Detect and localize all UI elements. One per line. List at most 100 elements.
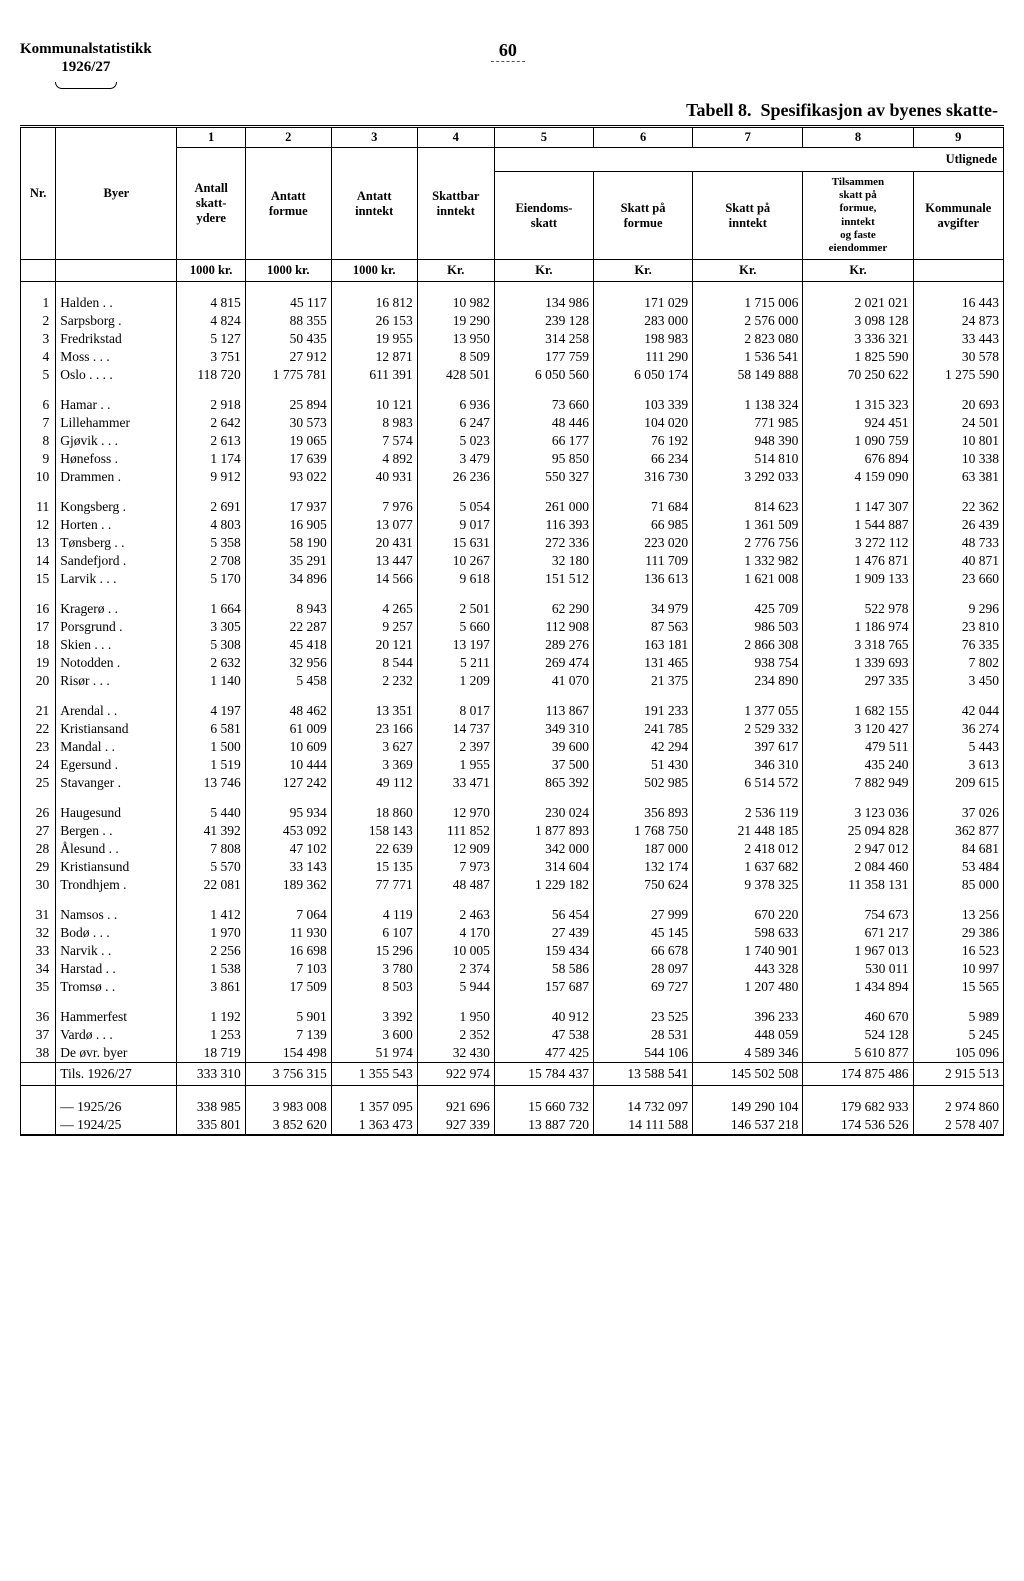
cell-value: 7 139 xyxy=(245,1026,331,1044)
cell-value: 4 197 xyxy=(177,702,245,720)
cell-value: 13 447 xyxy=(331,552,417,570)
cell-value: 131 465 xyxy=(594,654,693,672)
cell-value: 1 207 480 xyxy=(693,978,803,996)
cell-value: 13 588 541 xyxy=(594,1063,693,1086)
cell-value: 18 719 xyxy=(177,1044,245,1063)
coln-8: 8 xyxy=(803,127,913,148)
cell-value: 7 574 xyxy=(331,432,417,450)
cell-nr: 15 xyxy=(21,570,56,588)
cell-value: 48 487 xyxy=(417,876,494,894)
cell-value: 502 985 xyxy=(594,774,693,792)
cell-value: 5 211 xyxy=(417,654,494,672)
cell-value: 27 439 xyxy=(494,924,593,942)
cell-value: 158 143 xyxy=(331,822,417,840)
cell-value: 2 776 756 xyxy=(693,534,803,552)
cell-value: 95 934 xyxy=(245,804,331,822)
cell-value: 76 335 xyxy=(913,636,1003,654)
cell-value: 3 983 008 xyxy=(245,1098,331,1116)
table-row: 19Notodden .2 63232 9568 5445 211269 474… xyxy=(21,654,1004,672)
cell-value: 2 576 000 xyxy=(693,312,803,330)
cell-value: 104 020 xyxy=(594,414,693,432)
cell-value: 4 824 xyxy=(177,312,245,330)
table-row: 2Sarpsborg .4 82488 35526 15319 290239 1… xyxy=(21,312,1004,330)
cell-value: 10 982 xyxy=(417,294,494,312)
cell-value: 13 950 xyxy=(417,330,494,348)
cell-nr: 30 xyxy=(21,876,56,894)
cell-value: 3 780 xyxy=(331,960,417,978)
cell-value: 1 950 xyxy=(417,1008,494,1026)
table-row: 35Tromsø . .3 86117 5098 5035 944157 687… xyxy=(21,978,1004,996)
cell-value: 2 866 308 xyxy=(693,636,803,654)
cell-value: 2 232 xyxy=(331,672,417,690)
cell-nr: 36 xyxy=(21,1008,56,1026)
cell-value: 50 435 xyxy=(245,330,331,348)
cell-city: Skien . . . xyxy=(56,636,177,654)
cell-nr: 11 xyxy=(21,498,56,516)
cell-value: 4 170 xyxy=(417,924,494,942)
cell-value: 272 336 xyxy=(494,534,593,552)
col-nr: Nr. xyxy=(21,127,56,260)
coln-9: 9 xyxy=(913,127,1003,148)
cell-city: Oslo . . . . xyxy=(56,366,177,384)
cell-value: 105 096 xyxy=(913,1044,1003,1063)
cell-city: Horten . . xyxy=(56,516,177,534)
cell-value: 7 802 xyxy=(913,654,1003,672)
cell-city: Namsos . . xyxy=(56,906,177,924)
cell-value: 171 029 xyxy=(594,294,693,312)
cell-value: 45 117 xyxy=(245,294,331,312)
cell-value: 22 081 xyxy=(177,876,245,894)
cell-nr: 5 xyxy=(21,366,56,384)
cell-value: 5 989 xyxy=(913,1008,1003,1026)
cell-nr: 1 xyxy=(21,294,56,312)
cell-value: 49 112 xyxy=(331,774,417,792)
cell-value: 3 098 128 xyxy=(803,312,913,330)
cell-value: 611 391 xyxy=(331,366,417,384)
cell-value: 435 240 xyxy=(803,756,913,774)
cell-value: 8 017 xyxy=(417,702,494,720)
cell-value: 1 339 693 xyxy=(803,654,913,672)
cell-nr: 21 xyxy=(21,702,56,720)
cell-value: 23 166 xyxy=(331,720,417,738)
cell-value: 9 378 325 xyxy=(693,876,803,894)
cell-value: 41 392 xyxy=(177,822,245,840)
cell-value: 4 815 xyxy=(177,294,245,312)
cell-value: 2 974 860 xyxy=(913,1098,1003,1116)
cell-value: 2 529 332 xyxy=(693,720,803,738)
cell-value: 1 682 155 xyxy=(803,702,913,720)
cell-value: 5 944 xyxy=(417,978,494,996)
cell-city: Porsgrund . xyxy=(56,618,177,636)
cell-value: 283 000 xyxy=(594,312,693,330)
cell-value: 19 065 xyxy=(245,432,331,450)
table-row: 1Halden . .4 81545 11716 81210 982134 98… xyxy=(21,294,1004,312)
cell-city: Kongsberg . xyxy=(56,498,177,516)
cell-value: 8 983 xyxy=(331,414,417,432)
cell-value: 26 153 xyxy=(331,312,417,330)
cell-value: 66 177 xyxy=(494,432,593,450)
cell-city: — 1925/26 xyxy=(56,1098,177,1116)
cell-nr xyxy=(21,1098,56,1116)
cell-value: 30 573 xyxy=(245,414,331,432)
unit-5: Kr. xyxy=(417,260,494,282)
table-row: 36Hammerfest1 1925 9013 3921 95040 91223… xyxy=(21,1008,1004,1026)
cell-value: 4 803 xyxy=(177,516,245,534)
cell-value: 146 537 218 xyxy=(693,1116,803,1135)
cell-value: 69 727 xyxy=(594,978,693,996)
cell-value: 3 318 765 xyxy=(803,636,913,654)
cell-value: 5 127 xyxy=(177,330,245,348)
cell-nr: 9 xyxy=(21,450,56,468)
unit-7: Kr. xyxy=(594,260,693,282)
cell-value: 149 290 104 xyxy=(693,1098,803,1116)
cell-value: 13 887 720 xyxy=(494,1116,593,1135)
cell-value: 47 538 xyxy=(494,1026,593,1044)
cell-value: 477 425 xyxy=(494,1044,593,1063)
cell-value: 174 536 526 xyxy=(803,1116,913,1135)
cell-value: 27 912 xyxy=(245,348,331,366)
cell-value: 10 997 xyxy=(913,960,1003,978)
cell-value: 48 462 xyxy=(245,702,331,720)
cell-value: 1 544 887 xyxy=(803,516,913,534)
cell-city: Drammen . xyxy=(56,468,177,486)
table-row: 28Ålesund . .7 80847 10222 63912 909342 … xyxy=(21,840,1004,858)
cell-value: 9 912 xyxy=(177,468,245,486)
cell-value: 9 017 xyxy=(417,516,494,534)
cell-value: 1 229 182 xyxy=(494,876,593,894)
